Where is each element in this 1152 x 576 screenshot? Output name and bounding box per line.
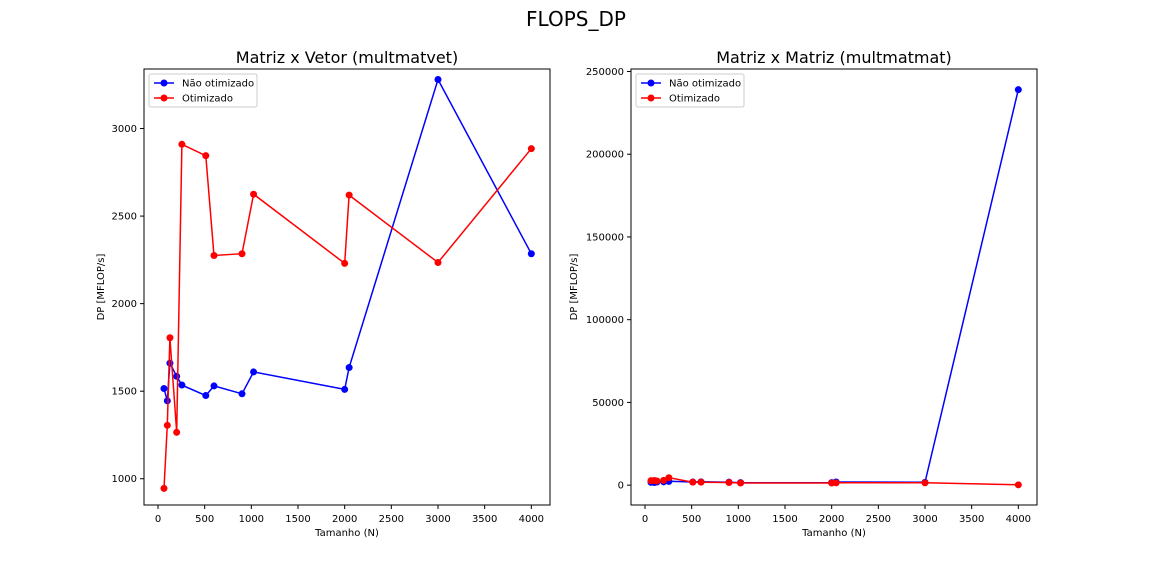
data-point (178, 140, 186, 148)
x-axis-label: Tamanho (N) (314, 528, 379, 539)
data-point (697, 478, 705, 486)
chart-matriz-matriz: Matriz x Matriz (multmatmat) 0 500 1000 1500… (569, 48, 1038, 539)
data-point (173, 428, 181, 436)
y-tick-label: 50000 (592, 398, 624, 409)
data-point (737, 479, 745, 487)
x-tick-label: 2000 (819, 514, 844, 525)
x-tick-label: 2500 (379, 514, 404, 525)
axes-frame (630, 68, 1038, 506)
x-tick-label: 0 (642, 514, 648, 525)
series-nao-otimizado (160, 76, 535, 405)
data-point (345, 191, 353, 199)
axes-frame (143, 68, 551, 506)
y-tick-label: 1500 (112, 387, 137, 398)
data-point (527, 250, 535, 258)
y-tick-label: 0 (618, 481, 624, 492)
x-tick-label: 3000 (912, 514, 937, 525)
data-point (921, 479, 929, 487)
data-point (689, 478, 697, 486)
data-point (250, 368, 258, 376)
data-point (341, 259, 349, 267)
x-tick-label: 500 (682, 514, 701, 525)
legend-marker (160, 79, 168, 87)
y-tick-label: 1000 (112, 474, 137, 485)
y-tick-label: 2000 (112, 299, 137, 310)
series-otimizado (647, 474, 1022, 489)
data-point (341, 385, 349, 393)
data-point (202, 152, 210, 160)
x-tick-label: 4000 (519, 514, 544, 525)
data-point (166, 334, 174, 342)
legend-box (148, 73, 258, 108)
x-tick-label: 1500 (285, 514, 310, 525)
data-point (160, 484, 168, 492)
x-tick-label: 1500 (772, 514, 797, 525)
data-point (238, 390, 246, 398)
legend-label: Otimizado (182, 94, 233, 105)
series-line (163, 77, 532, 401)
chart-title: Matriz x Matriz (multmatmat) (716, 48, 952, 67)
data-point (210, 251, 218, 259)
x-tick-label: 1000 (239, 514, 264, 525)
data-point (434, 76, 442, 84)
x-tick-label: 3500 (959, 514, 984, 525)
y-tick-label: 200000 (586, 150, 624, 161)
data-point (527, 145, 535, 153)
legend-marker (160, 94, 168, 102)
chart-title: Matriz x Vetor (multmatvet) (236, 48, 458, 67)
data-point (163, 421, 171, 429)
x-axis-label: Tamanho (N) (801, 528, 866, 539)
data-point (345, 364, 353, 372)
data-point (160, 385, 168, 393)
data-point (665, 474, 673, 482)
y-tick-label: 2500 (112, 212, 137, 223)
data-point (725, 478, 733, 486)
x-tick-label: 1000 (726, 514, 751, 525)
data-point (1014, 86, 1022, 94)
data-point (210, 382, 218, 390)
data-point (202, 392, 210, 400)
chart-matriz-vetor: Matriz x Vetor (multmatvet) 0 500 1000 1500 2… (96, 48, 551, 539)
legend-label: Otimizado (669, 94, 720, 105)
x-tick-label: 0 (155, 514, 161, 525)
series-otimizado (160, 140, 535, 492)
series-nao-otimizado (647, 86, 1022, 487)
data-point (250, 190, 258, 198)
y-tick-label: 150000 (586, 232, 624, 243)
legend-label: Não otimizado (182, 79, 254, 90)
legend-label: Não otimizado (669, 79, 741, 90)
data-point (173, 372, 181, 380)
legend-marker (647, 94, 655, 102)
data-point (660, 476, 668, 484)
legend-marker (647, 79, 655, 87)
data-point (832, 479, 840, 487)
y-tick-label: 250000 (586, 67, 624, 78)
data-point (653, 477, 661, 485)
x-tick-label: 4000 (1006, 514, 1031, 525)
data-point (178, 381, 186, 389)
y-tick-label: 100000 (586, 315, 624, 326)
y-axis-label: DP [MFLOP/s] (569, 254, 580, 321)
data-point (1014, 481, 1022, 489)
y-axis-label: DP [MFLOP/s] (96, 254, 107, 321)
x-tick-label: 3500 (472, 514, 497, 525)
x-tick-label: 2500 (866, 514, 891, 525)
x-tick-label: 3000 (425, 514, 450, 525)
series-line (650, 89, 1020, 484)
legend-box (635, 73, 745, 108)
figure-suptitle: FLOPS_DP (526, 7, 626, 31)
x-tick-label: 2000 (332, 514, 357, 525)
data-point (434, 258, 442, 266)
data-point (238, 250, 246, 258)
y-tick-label: 3000 (112, 124, 137, 135)
x-tick-label: 500 (195, 514, 214, 525)
